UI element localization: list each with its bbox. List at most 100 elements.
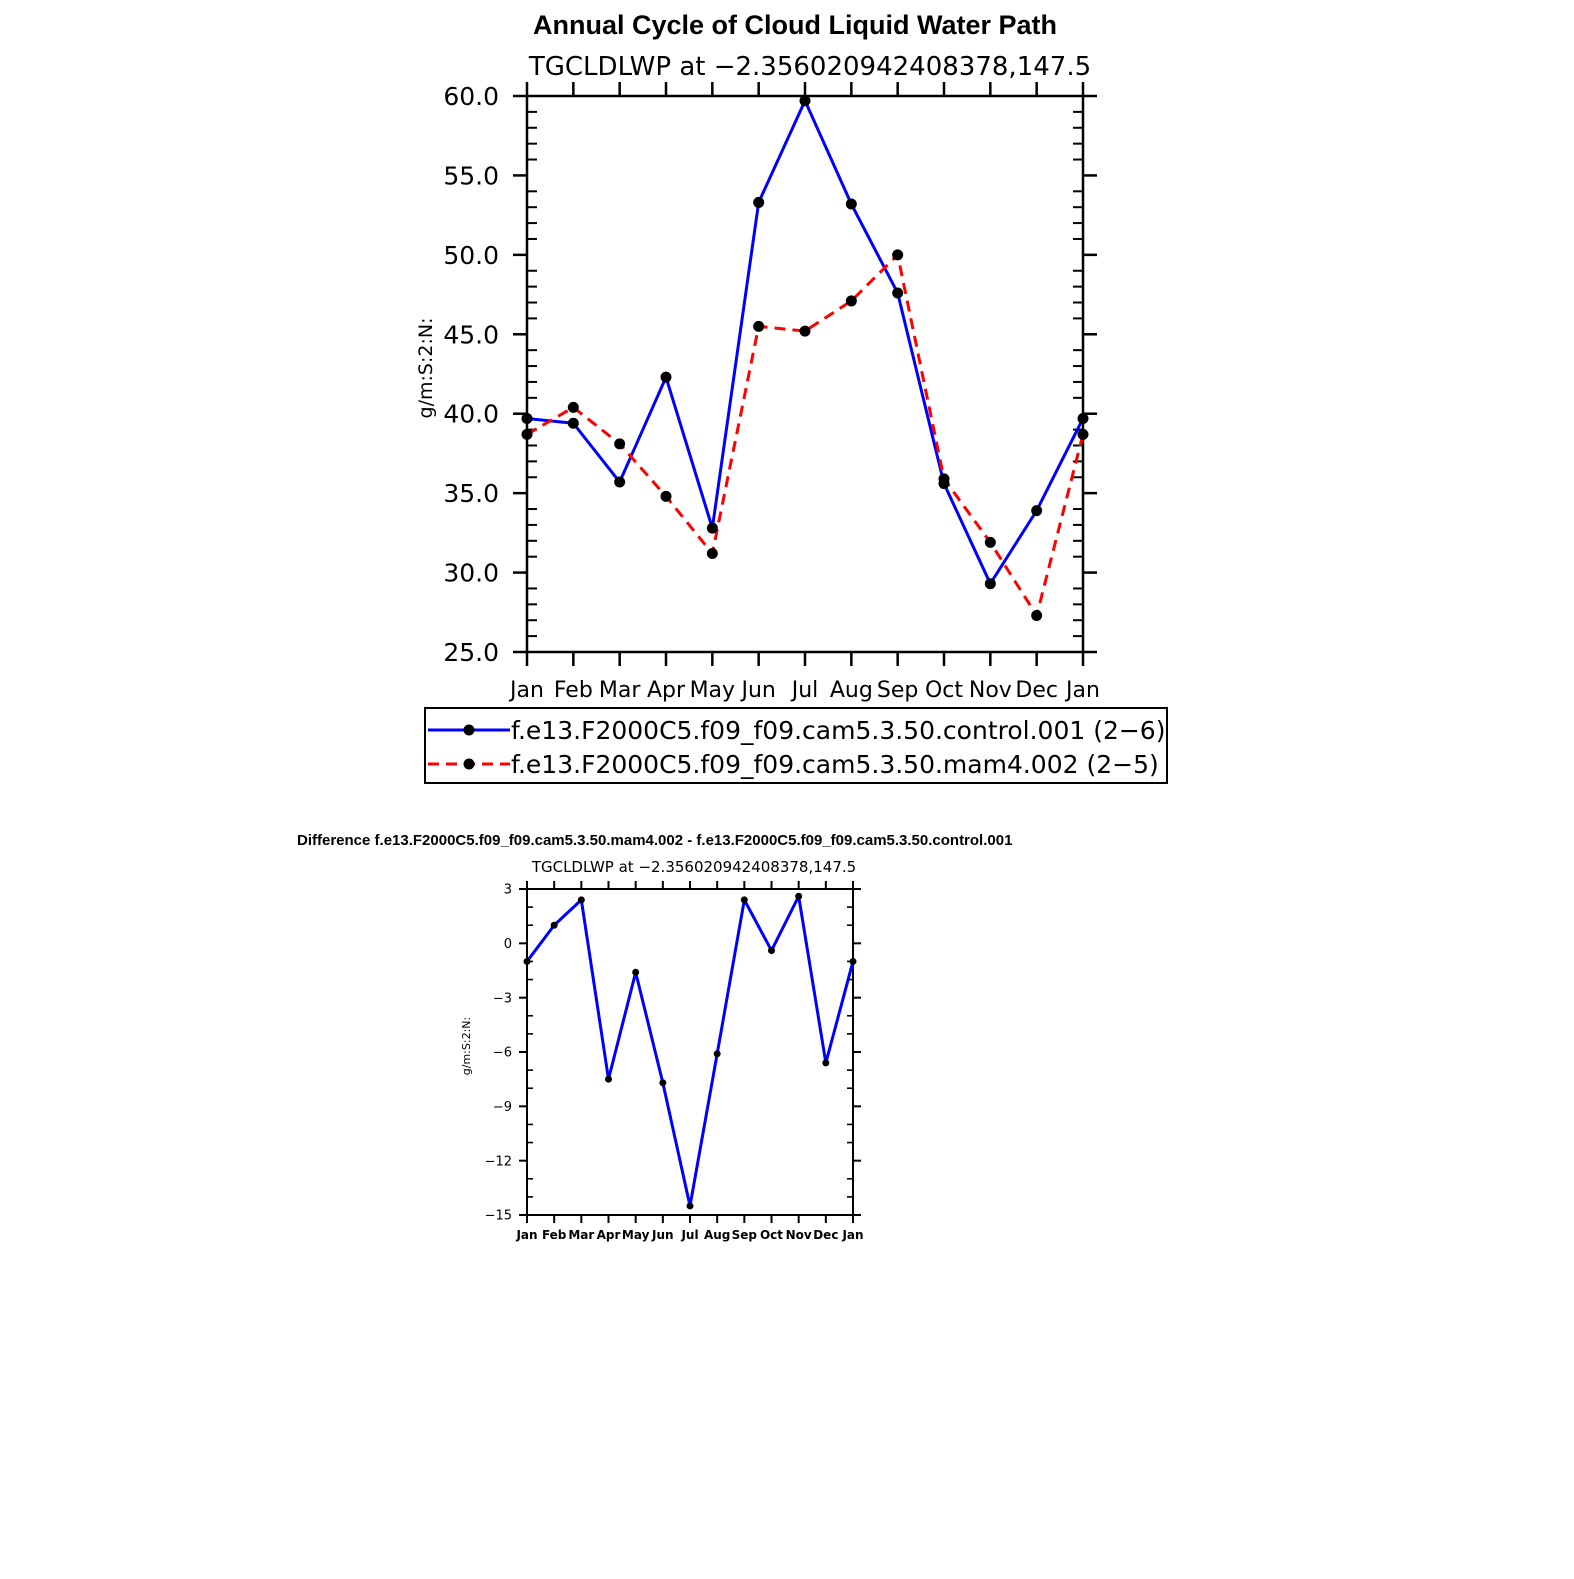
series-0-point: [523, 957, 531, 965]
series-1-point: [567, 401, 579, 413]
chart-difference: Difference f.e13.F2000C5.f09_f09.cam5.3.…: [297, 832, 1012, 1242]
series-0-point: [822, 1059, 830, 1067]
y-tick-label: −15: [485, 1209, 512, 1224]
chart2-subtitle: TGCLDLWP at −2.356020942408378,147.5: [531, 858, 856, 876]
series-1-point: [753, 320, 765, 332]
x-tick-label: Aug: [704, 1228, 730, 1242]
chart1-legend: f.e13.F2000C5.f09_f09.cam5.3.50.control.…: [424, 707, 1168, 784]
legend-marker-mam4: [463, 758, 475, 770]
chart1-title: Annual Cycle of Cloud Liquid Water Path: [533, 10, 1057, 40]
series-0-point: [605, 1075, 612, 1083]
x-tick-label: Apr: [647, 678, 686, 703]
x-tick-label: May: [690, 678, 735, 703]
x-tick-label: Oct: [760, 1228, 783, 1242]
x-tick-label: Jan: [841, 1228, 863, 1242]
x-tick-label: Jul: [790, 678, 819, 703]
series-0-point: [567, 417, 579, 429]
chart2-plot-frame: [526, 888, 854, 1216]
series-0-point: [799, 95, 811, 107]
series-line-1: [526, 253, 1085, 617]
chart2-y-axis-label: g/m:S:2:N:: [460, 1017, 473, 1075]
y-tick-label: 40.0: [443, 400, 499, 429]
series-1-point: [706, 548, 718, 560]
series-1-point: [1031, 609, 1043, 621]
chart2-ticks: [519, 881, 861, 1223]
series-0-point: [740, 896, 748, 904]
x-tick-label: Feb: [554, 678, 593, 703]
series-0-point: [845, 198, 857, 210]
y-tick-label: −3: [493, 991, 512, 1006]
chart1-y-axis-label: g/m:S:2:N:: [415, 318, 437, 419]
y-tick-label: −6: [493, 1046, 512, 1061]
chart2-x-tick-labels: Jan Feb Mar Apr May Jun Jul Aug Sep Oct Nov Dec Jan: [515, 1228, 863, 1242]
x-tick-label: Apr: [597, 1228, 621, 1242]
x-tick-label: Jul: [680, 1228, 698, 1242]
chart1-subtitle: TGCLDLWP at −2.356020942408378,147.5: [528, 52, 1091, 82]
series-0-point: [892, 287, 904, 299]
series-0-point: [753, 196, 765, 208]
series-0-point: [686, 1202, 694, 1210]
chart1-x-tick-labels: Jan Feb Mar Apr May Jun Jul Aug Sep Oct Nov Dec Jan: [508, 678, 1100, 703]
series-0-point: [713, 1050, 721, 1058]
y-tick-label: −9: [493, 1100, 512, 1115]
x-tick-label: Jun: [651, 1228, 674, 1242]
y-tick-label: 3: [504, 883, 512, 898]
series-0-point: [614, 476, 626, 488]
series-0-point: [1077, 412, 1089, 424]
series-0-point: [659, 1079, 667, 1087]
series-0-point: [795, 892, 803, 900]
series-line-0: [526, 99, 1085, 586]
chart2-series-points: [523, 892, 857, 1210]
series-1-point: [1077, 428, 1089, 440]
x-tick-label: Jan: [1064, 678, 1100, 703]
y-tick-label: 0: [504, 937, 512, 952]
y-tick-label: −12: [485, 1154, 512, 1169]
x-tick-label: Feb: [542, 1228, 567, 1242]
series-0-point: [849, 957, 857, 965]
series-0-point: [984, 578, 996, 590]
series-1-point: [984, 536, 996, 548]
legend-box: [424, 707, 1168, 784]
x-tick-label: Mar: [599, 678, 641, 703]
legend-marker-control: [463, 724, 475, 736]
series-1-point: [892, 249, 904, 261]
x-tick-label: Mar: [568, 1228, 594, 1242]
series-1-point: [799, 325, 811, 337]
y-tick-label: 45.0: [443, 320, 499, 349]
legend-label-control: f.e13.F2000C5.f09_f09.cam5.3.50.control.…: [511, 716, 1165, 745]
chart1-y-tick-labels: 25.0 30.0 35.0 40.0 45.0 50.0 55.0 60.0: [443, 82, 499, 667]
x-tick-label: Jun: [739, 678, 775, 703]
x-tick-label: May: [622, 1228, 650, 1242]
x-tick-label: Jan: [508, 678, 544, 703]
series-1-point: [845, 295, 857, 307]
chart2-y-tick-labels: −15 −12 −9 −6 −3 0 3: [485, 883, 512, 1224]
chart1-series-lines: [526, 99, 1085, 617]
x-tick-label: Sep: [877, 678, 918, 703]
y-tick-label: 60.0: [443, 82, 499, 111]
x-tick-label: Nov: [786, 1228, 812, 1242]
series-1-point: [660, 490, 672, 502]
series-0-point: [1031, 505, 1043, 517]
series-1-point: [938, 473, 950, 485]
series-0-point: [577, 896, 585, 904]
series-0-point: [706, 522, 718, 534]
y-tick-label: 25.0: [443, 638, 499, 667]
x-tick-label: Oct: [925, 678, 963, 703]
x-tick-label: Nov: [969, 678, 1012, 703]
x-tick-label: Dec: [813, 1228, 838, 1242]
x-tick-label: Aug: [830, 678, 873, 703]
chart2-title: Difference f.e13.F2000C5.f09_f09.cam5.3.…: [297, 832, 1012, 849]
series-line-0: [525, 894, 855, 1208]
legend-label-mam4: f.e13.F2000C5.f09_f09.cam5.3.50.mam4.002…: [511, 750, 1159, 779]
chart1-series-points: [521, 95, 1089, 621]
series-0-point: [768, 947, 775, 955]
y-tick-label: 55.0: [443, 161, 499, 190]
x-tick-label: Jan: [515, 1228, 537, 1242]
series-0-point: [550, 921, 558, 929]
y-tick-label: 30.0: [443, 559, 499, 588]
chart-annual-cycle: Annual Cycle of Cloud Liquid Water Path …: [415, 10, 1168, 784]
chart1-ticks: [513, 82, 1097, 666]
series-0-point: [660, 371, 672, 383]
